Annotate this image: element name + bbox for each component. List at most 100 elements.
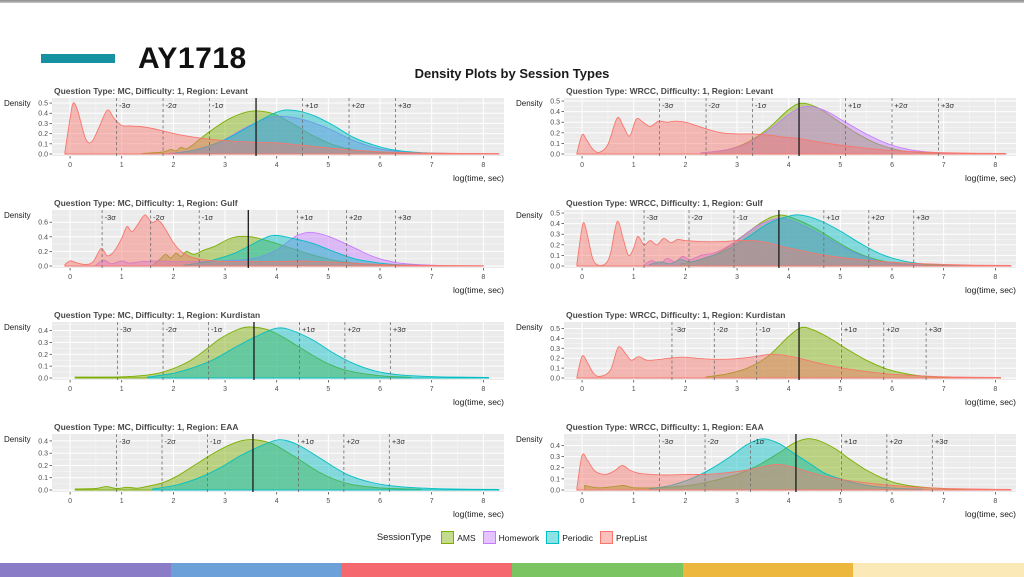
y-tick-label: 0.1 xyxy=(550,366,560,373)
panel-title: Question Type: MC, Difficulty: 1, Region… xyxy=(54,310,261,320)
footer-color-segment xyxy=(682,563,854,577)
x-tick-label: 2 xyxy=(171,498,175,505)
x-tick-label: 6 xyxy=(890,162,894,169)
x-tick-label: 2 xyxy=(171,162,175,169)
x-tick-label: 6 xyxy=(378,386,382,393)
sigma-label: +3σ xyxy=(941,101,955,110)
sigma-label: -1σ xyxy=(202,213,214,222)
y-axis-title: Density xyxy=(4,435,31,444)
y-tick-label: 0.2 xyxy=(38,463,48,470)
legend-swatch-icon xyxy=(482,531,496,544)
x-tick-label: 1 xyxy=(120,162,124,169)
density-area-ams xyxy=(152,235,407,267)
density-panel: Question Type: MC, Difficulty: 1, Region… xyxy=(0,84,512,196)
density-panel-svg: -3σ -2σ -1σ +1σ +2σ +3σ 0 1 2 3 4 5 6 7 8 0.0 0.1 0.2 0.3 0… xyxy=(4,98,504,183)
y-tick-label: 0.5 xyxy=(550,211,560,218)
sigma-label: +3σ xyxy=(916,213,930,222)
sigma-label: +1σ xyxy=(305,101,319,110)
sigma-label: -2σ xyxy=(165,437,177,446)
y-axis-title: Density xyxy=(4,99,31,108)
legend-item-periodic: Periodic xyxy=(546,531,593,544)
sigma-label: +1σ xyxy=(844,325,858,334)
y-tick-label: 0.3 xyxy=(38,121,48,128)
y-tick-label: 0.4 xyxy=(38,438,48,445)
density-panel-svg: -3σ -2σ -1σ +1σ +2σ +3σ 0 1 2 3 4 5 6 7 8 0.0 0.1 0.2 0.3 0… xyxy=(516,210,1016,295)
density-area-periodic xyxy=(172,109,453,155)
x-axis-title: log(time, sec) xyxy=(453,285,504,295)
sigma-label: -3σ xyxy=(674,325,686,334)
y-tick-label: 0.0 xyxy=(550,488,560,495)
sigma-label: -2σ xyxy=(709,101,721,110)
x-tick-label: 3 xyxy=(223,498,227,505)
y-tick-label: 0.1 xyxy=(38,364,48,371)
y-tick-label: 0.1 xyxy=(550,141,560,148)
x-tick-label: 0 xyxy=(580,498,584,505)
legend-label: PrepList xyxy=(615,532,648,543)
legend-label: Homework xyxy=(498,532,540,543)
sigma-label: -3σ xyxy=(119,101,131,110)
footer-color-segment xyxy=(341,563,513,577)
panel-background xyxy=(564,98,1016,156)
y-tick-label: 0.3 xyxy=(550,120,560,127)
density-area-periodic xyxy=(648,438,924,491)
y-tick-label: 0.2 xyxy=(550,242,560,249)
x-tick-label: 2 xyxy=(683,274,687,281)
density-panel: Question Type: WRCC, Difficulty: 1, Regi… xyxy=(512,420,1024,532)
panel-title: Question Type: MC, Difficulty: 1, Region… xyxy=(54,422,239,432)
x-tick-label: 5 xyxy=(326,498,330,505)
y-tick-label: 0.3 xyxy=(38,340,48,347)
density-area-homework xyxy=(95,231,443,267)
density-area-homework xyxy=(700,105,955,155)
y-tick-label: 0.1 xyxy=(38,141,48,148)
footer-color-strip xyxy=(0,563,1024,577)
x-tick-label: 4 xyxy=(787,274,791,281)
density-area-ams xyxy=(74,326,412,379)
x-tick-label: 8 xyxy=(993,386,997,393)
footer-color-segment xyxy=(512,563,683,577)
x-tick-label: 2 xyxy=(683,162,687,169)
footer-color-segment xyxy=(0,563,171,577)
panel-title: Question Type: MC, Difficulty: 1, Region… xyxy=(54,86,248,96)
x-tick-label: 3 xyxy=(223,162,227,169)
y-tick-label: 0.4 xyxy=(38,234,48,241)
footer-color-segment xyxy=(853,563,1024,577)
x-tick-label: 5 xyxy=(838,162,842,169)
density-panel: Question Type: MC, Difficulty: 1, Region… xyxy=(0,196,512,308)
x-tick-label: 1 xyxy=(632,274,636,281)
x-tick-label: 8 xyxy=(481,162,485,169)
density-panel: Question Type: WRCC, Difficulty: 1, Regi… xyxy=(512,196,1024,308)
y-tick-label: 0.0 xyxy=(38,376,48,383)
sigma-label: +3σ xyxy=(929,325,943,334)
panel-title: Question Type: WRCC, Difficulty: 1, Regi… xyxy=(566,198,763,208)
sigma-label: +3σ xyxy=(398,101,412,110)
x-tick-label: 6 xyxy=(378,498,382,505)
panel-background xyxy=(564,434,1016,492)
legend-title: SessionType xyxy=(376,532,432,543)
sigma-label: +1σ xyxy=(826,213,840,222)
y-tick-label: 0.4 xyxy=(550,336,560,343)
sigma-label: +3σ xyxy=(398,213,412,222)
x-tick-label: 0 xyxy=(580,162,584,169)
y-tick-label: 0.0 xyxy=(550,264,560,271)
panel-title: Question Type: WRCC, Difficulty: 1, Regi… xyxy=(566,422,764,432)
y-axis-title: Density xyxy=(516,435,543,444)
x-tick-label: 8 xyxy=(481,498,485,505)
x-tick-label: 5 xyxy=(838,386,842,393)
panel-background xyxy=(52,98,504,156)
footer-color-segment xyxy=(170,563,342,577)
density-area-periodic xyxy=(183,234,427,267)
page-title: AY1718 xyxy=(138,42,247,75)
y-tick-label: 0.1 xyxy=(38,475,48,482)
y-tick-label: 0.2 xyxy=(38,352,48,359)
density-area-ams xyxy=(74,439,422,491)
x-tick-label: 4 xyxy=(787,162,791,169)
x-tick-label: 4 xyxy=(787,498,791,505)
y-tick-label: 0.4 xyxy=(550,109,560,116)
sigma-label: -3σ xyxy=(105,213,117,222)
density-area-ams xyxy=(705,326,955,379)
y-tick-label: 0.1 xyxy=(550,253,560,260)
y-tick-label: 0.4 xyxy=(550,221,560,228)
x-tick-label: 3 xyxy=(735,386,739,393)
x-axis-title: log(time, sec) xyxy=(453,509,504,519)
x-axis-title: log(time, sec) xyxy=(453,173,504,183)
